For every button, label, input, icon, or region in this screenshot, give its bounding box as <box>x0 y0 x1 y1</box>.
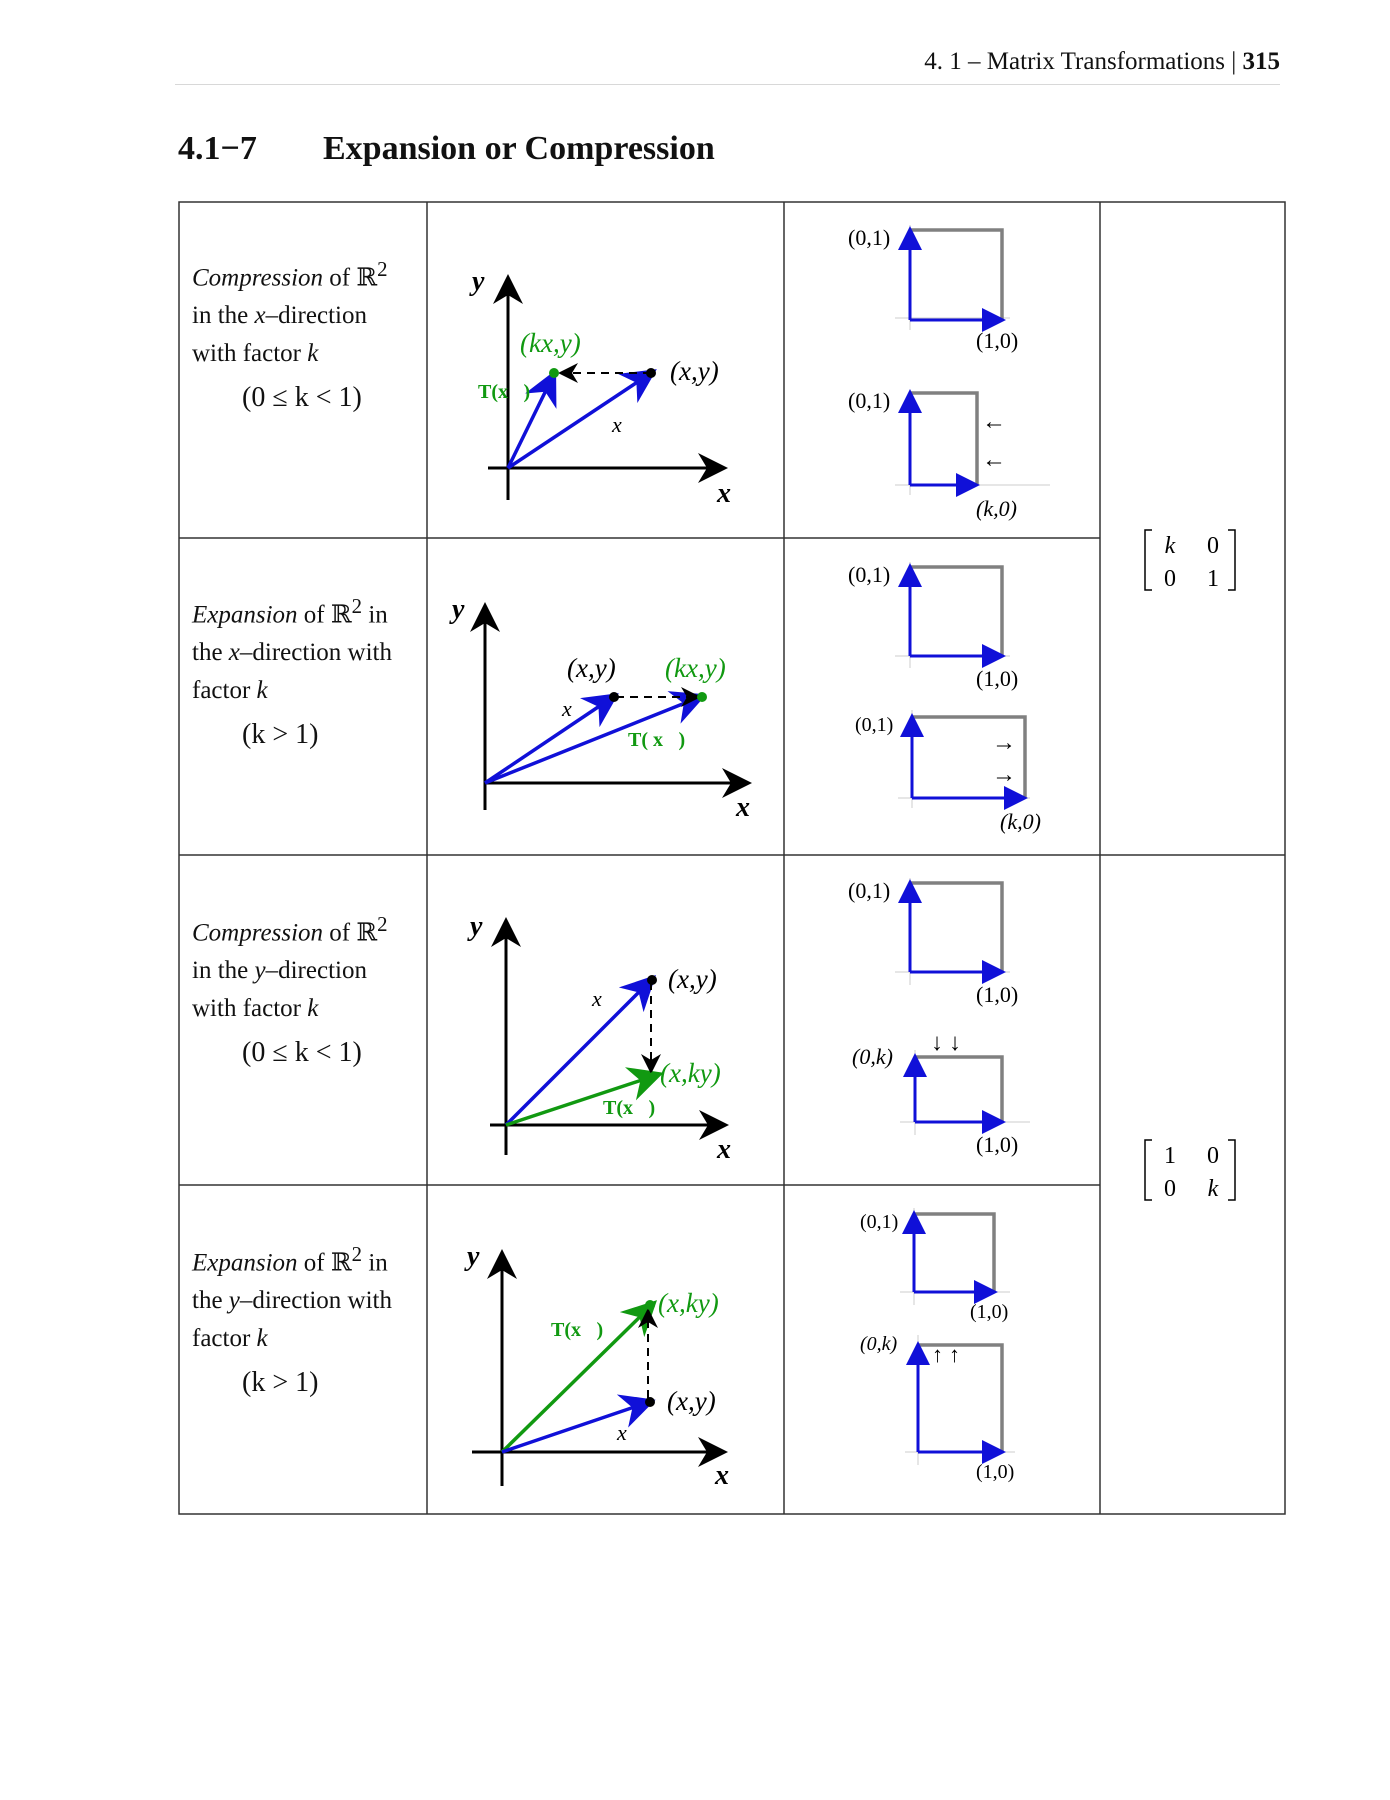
t-vector-label: T(x⃗) <box>551 1319 603 1341</box>
point-label: (1,0) <box>976 1461 1014 1483</box>
row3-vector-diagram: y x (x,y) (x,ky) x⃗ T(x⃗) <box>467 911 731 1165</box>
point-x-ky-label: (x,ky) <box>658 1288 719 1318</box>
row2-vector-diagram: y x (x,y) (kx,y) x⃗ T( x⃗) <box>449 594 752 823</box>
x-vector-label: x⃗ <box>561 696 589 721</box>
row2-description: Expansion of ℝ2 in the x–direction with … <box>192 587 427 754</box>
condition: (0 ≤ k < 1) <box>242 1037 362 1069</box>
y-axis-label: y <box>464 1241 480 1272</box>
point-label: (1,0) <box>976 1132 1018 1157</box>
point-label: (0,1) <box>848 878 890 903</box>
row4-description: Expansion of ℝ2 in the y–direction with … <box>192 1235 427 1402</box>
point-kx-y-label: (kx,y) <box>665 653 726 683</box>
point-x-y-label: (x,y) <box>668 964 717 994</box>
arrow-up-icon: ↑↑ <box>932 1342 966 1367</box>
x-vector-label: x⃗ <box>616 1420 644 1445</box>
point-label: (0,1) <box>848 562 890 587</box>
y-axis-label: y <box>449 594 465 625</box>
condition: (k > 1) <box>242 719 319 751</box>
svg-text:0: 0 <box>1207 1143 1219 1169</box>
x-axis-label: x <box>714 1460 729 1491</box>
svg-text:0: 0 <box>1164 566 1176 592</box>
point-x-y-label: (x,y) <box>567 653 616 683</box>
arrow-right-icon: → <box>992 762 1016 788</box>
x-axis-label: x <box>716 478 731 509</box>
point-label: (k,0) <box>976 496 1017 521</box>
point-label: (k,0) <box>1000 809 1041 834</box>
row3-compressed-square: (0,k) (1,0) ↓↓ <box>852 1030 1030 1157</box>
row1-compressed-square: (0,1) (k,0) ← ← <box>848 388 1050 521</box>
header-text: 4. 1 – Matrix Transformations | 315 <box>924 48 1280 76</box>
point-label: (0,1) <box>860 1211 898 1233</box>
point-label: (1,0) <box>976 982 1018 1007</box>
matrix-x-direction: k 0 0 1 <box>1144 529 1236 592</box>
row1-vector-diagram: y x (kx,y) (x,y) T(x⃗) x⃗ <box>469 266 731 509</box>
arrow-right-icon: → <box>992 730 1016 756</box>
row1-unit-square: (0,1) (1,0) <box>848 225 1018 353</box>
section-number: 4.1−7 <box>178 130 257 167</box>
condition: (k > 1) <box>242 1367 319 1399</box>
section-heading: Expansion or Compression <box>323 130 715 167</box>
arrow-left-icon: ← <box>982 409 1006 435</box>
row4-unit-square: (0,1) (1,0) <box>860 1208 1010 1323</box>
row4-vector-diagram: y x (x,ky) (x,y) T(x⃗) x⃗ <box>464 1241 729 1491</box>
point-label: (0,1) <box>855 714 893 736</box>
x-vector-label: x⃗ <box>591 986 619 1011</box>
point-label: (0,k) <box>852 1044 893 1069</box>
point-kx-y-label: (kx,y) <box>520 328 581 358</box>
t-vector-label: T( x⃗) <box>628 729 685 751</box>
arrow-down-icon: ↓↓ <box>931 1030 967 1056</box>
row4-expanded-square: (0,k) (1,0) ↑↑ <box>860 1333 1015 1483</box>
t-vector-label: T(x⃗) <box>603 1097 655 1119</box>
x-axis-label: x <box>716 1134 731 1165</box>
svg-text:0: 0 <box>1164 1176 1176 1202</box>
row3-description: Compression of ℝ2 in the y–direction wit… <box>192 905 427 1072</box>
point-label: (1,0) <box>976 328 1018 353</box>
y-axis-label: y <box>469 266 485 297</box>
page-header: 4. 1 – Matrix Transformations | 315 <box>175 48 1280 85</box>
page-number: 315 <box>1242 48 1281 75</box>
svg-text:0: 0 <box>1207 533 1219 559</box>
row3-unit-square: (0,1) (1,0) <box>848 878 1018 1007</box>
point-label: (1,0) <box>976 666 1018 691</box>
point-x-y-label: (x,y) <box>667 1386 716 1416</box>
point-x-ky-label: (x,ky) <box>660 1058 721 1088</box>
point-label: (0,k) <box>860 1333 898 1355</box>
row1-description: Compression of ℝ2 in the x–direction wit… <box>192 250 427 417</box>
row2-expanded-square: (0,1) (k,0) → → <box>855 710 1041 834</box>
svg-text:1: 1 <box>1207 566 1219 592</box>
svg-text:k: k <box>1208 1176 1219 1202</box>
condition: (0 ≤ k < 1) <box>242 382 362 414</box>
point-x-y-label: (x,y) <box>670 356 719 386</box>
point-label: (0,1) <box>848 225 890 250</box>
svg-text:1: 1 <box>1164 1143 1176 1169</box>
arrow-left-icon: ← <box>982 447 1006 473</box>
section-title: 4.1−7 Expansion or Compression <box>178 130 715 168</box>
matrix-y-direction: 1 0 0 k <box>1144 1139 1236 1202</box>
point-label: (1,0) <box>970 1301 1008 1323</box>
t-vector-label: T(x⃗) <box>478 381 530 403</box>
x-axis-label: x <box>735 792 750 823</box>
point-label: (0,1) <box>848 388 890 413</box>
svg-text:k: k <box>1165 533 1176 559</box>
row2-unit-square: (0,1) (1,0) <box>848 562 1018 691</box>
y-axis-label: y <box>467 911 483 942</box>
header-chapter: 4. 1 – Matrix Transformations | <box>924 48 1243 75</box>
x-vector-label: x⃗ <box>611 412 639 437</box>
